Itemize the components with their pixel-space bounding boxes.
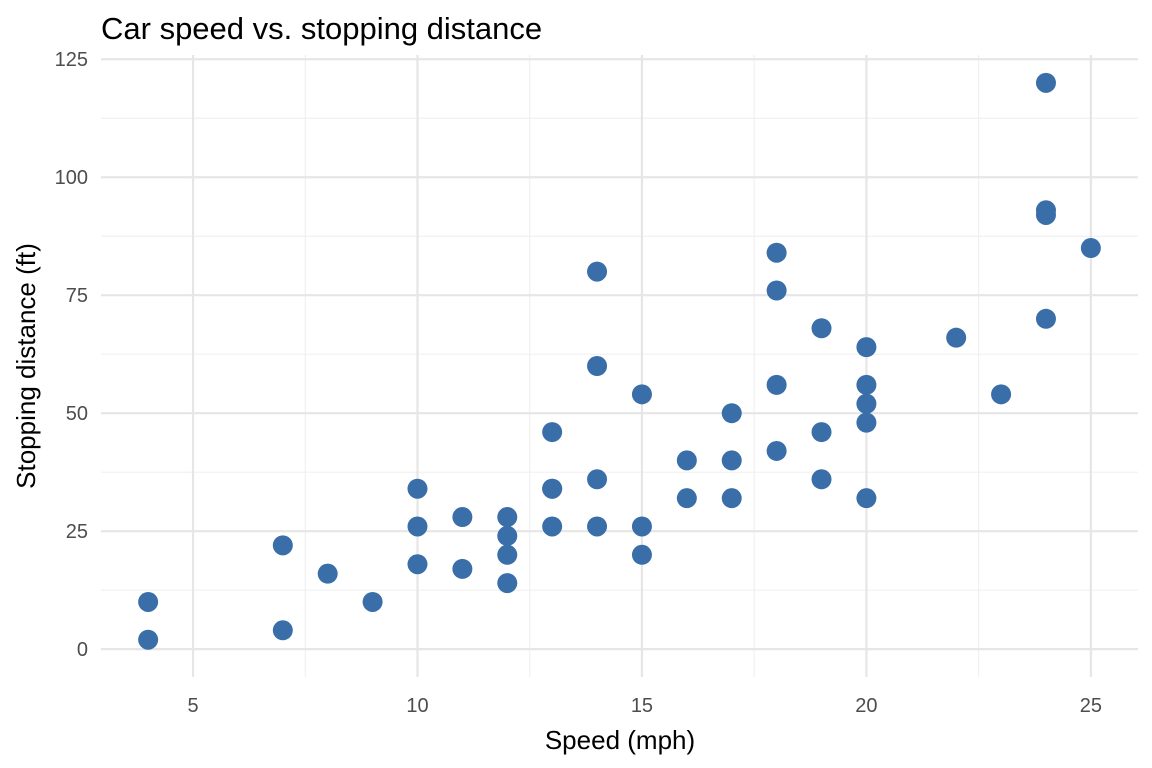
data-point [631, 516, 652, 537]
data-point [452, 558, 473, 579]
y-tick-label: 125 [55, 49, 88, 71]
data-point [497, 525, 518, 546]
y-axis-ticks: 0 25 50 75 100 125 [55, 49, 88, 661]
data-point [542, 422, 563, 443]
data-point [856, 488, 877, 509]
data-point [856, 393, 877, 414]
data-point [362, 591, 383, 612]
data-point [856, 374, 877, 395]
data-point [587, 261, 608, 282]
y-tick-label: 0 [77, 639, 88, 661]
data-point [272, 535, 293, 556]
data-point [811, 318, 832, 339]
data-point [1035, 72, 1056, 93]
data-point [721, 450, 742, 471]
y-tick-label: 100 [55, 167, 88, 189]
y-tick-label: 75 [66, 285, 88, 307]
data-point [587, 356, 608, 376]
data-point [407, 516, 428, 537]
data-point [721, 488, 742, 509]
data-point [676, 488, 697, 509]
x-tick-label: 15 [631, 695, 653, 717]
data-point [856, 337, 877, 358]
y-tick-label: 25 [66, 521, 88, 543]
data-point [272, 620, 293, 641]
y-axis-title: Stopping distance (ft) [11, 243, 41, 489]
data-point [766, 242, 787, 263]
data-point [407, 554, 428, 575]
data-point [497, 544, 518, 565]
data-point [1035, 308, 1056, 329]
data-point [946, 327, 967, 348]
data-point [587, 516, 608, 537]
x-tick-label: 25 [1080, 695, 1102, 717]
data-point [1080, 238, 1101, 259]
data-point [811, 422, 832, 443]
data-point [317, 563, 338, 584]
data-point [542, 478, 563, 499]
data-point [991, 384, 1012, 405]
data-point [766, 280, 787, 301]
y-tick-label: 50 [66, 403, 88, 425]
data-point [631, 544, 652, 565]
grid-lines [101, 55, 1138, 677]
data-point [407, 478, 428, 499]
x-tick-label: 10 [406, 695, 428, 717]
data-point [452, 507, 473, 528]
data-point [811, 469, 832, 490]
data-point [138, 629, 159, 650]
data-point [542, 516, 563, 537]
data-point [1035, 200, 1056, 221]
data-points [138, 72, 1101, 650]
data-point [766, 374, 787, 395]
data-point [587, 469, 608, 490]
chart-title: Car speed vs. stopping distance [101, 11, 542, 46]
data-point [631, 384, 652, 405]
x-axis-ticks: 5 10 15 20 25 [187, 695, 1102, 717]
x-axis-title: Speed (mph) [545, 725, 695, 755]
data-point [497, 507, 518, 528]
data-point [766, 440, 787, 461]
data-point [138, 591, 159, 612]
x-tick-label: 5 [187, 695, 198, 717]
data-point [721, 403, 742, 424]
x-tick-label: 20 [855, 695, 877, 717]
data-point [676, 450, 697, 471]
data-point [497, 573, 518, 594]
data-point [856, 412, 877, 433]
